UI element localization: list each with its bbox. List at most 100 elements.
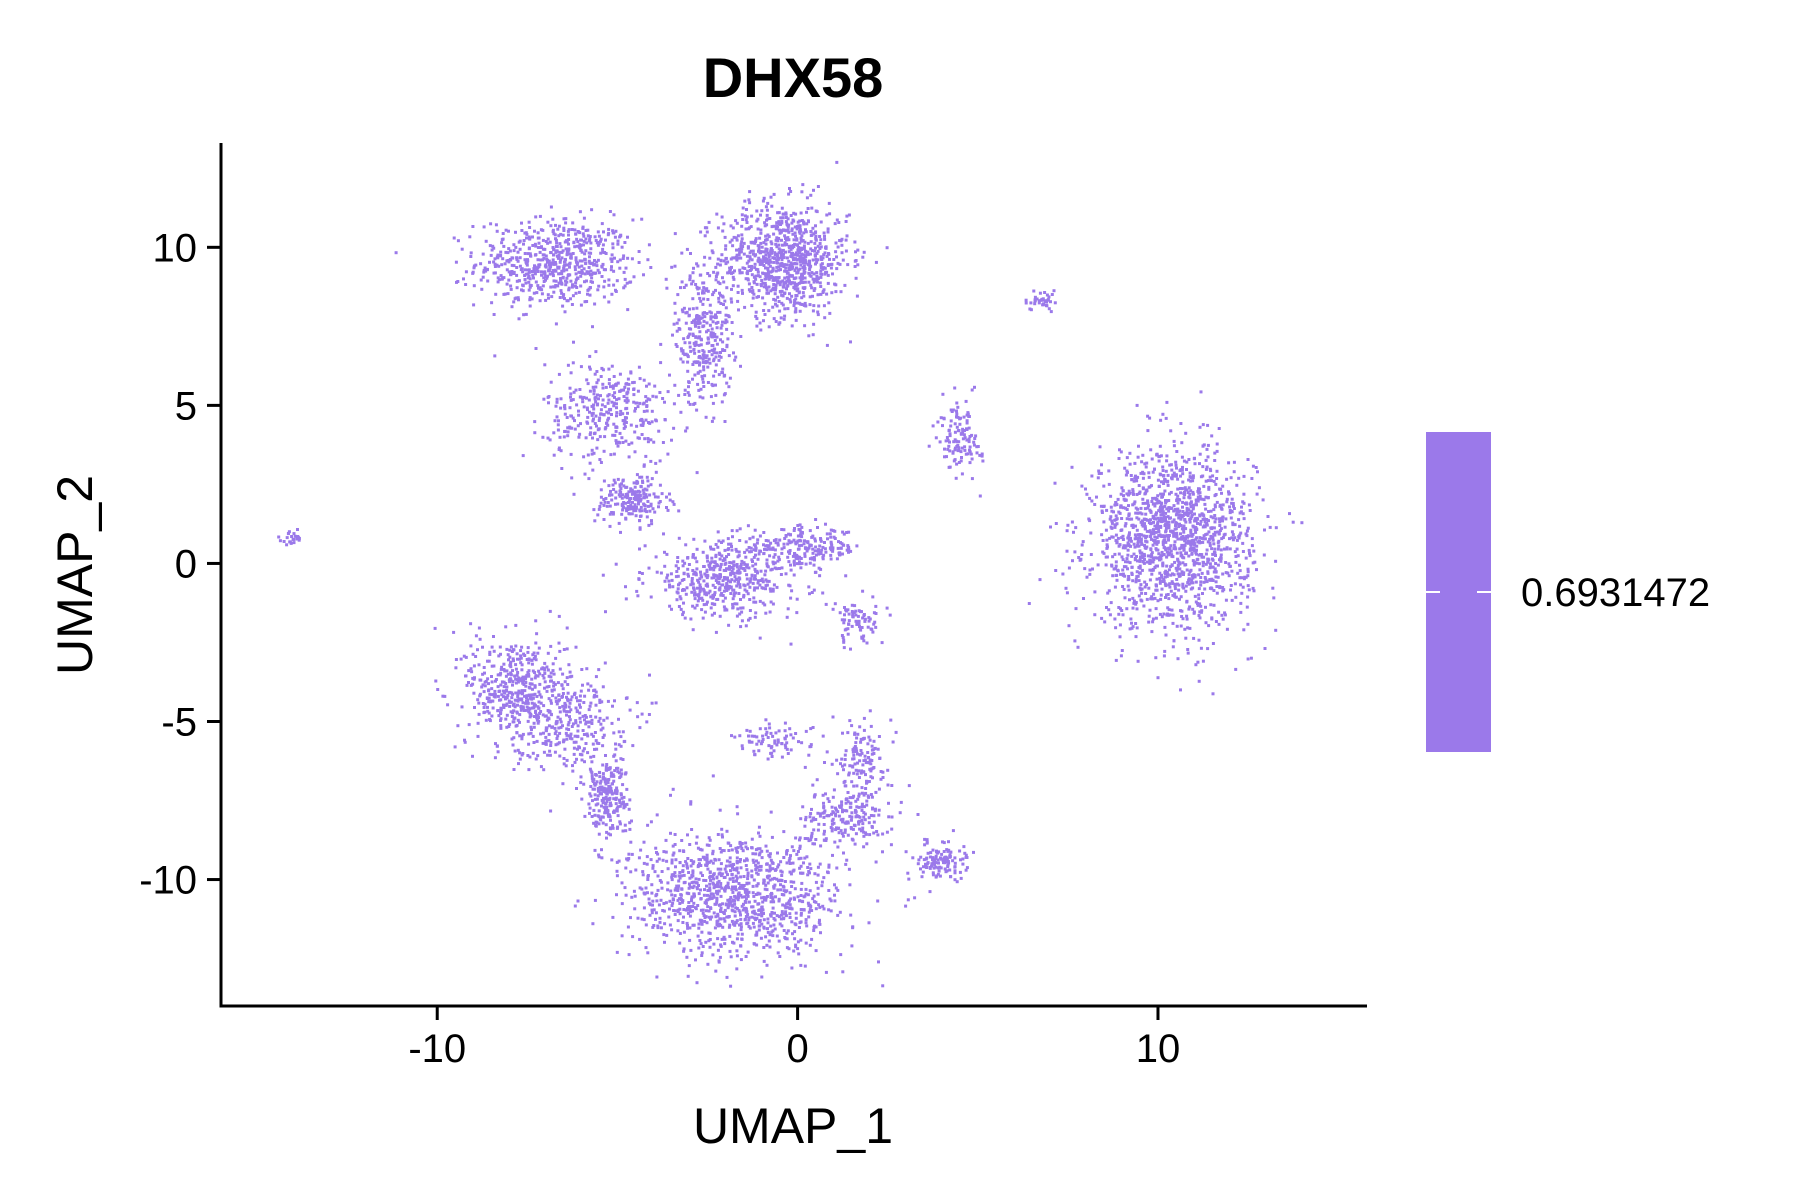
scatter-point	[712, 359, 716, 363]
scatter-point	[697, 325, 701, 329]
scatter-point	[808, 295, 812, 299]
scatter-point	[512, 720, 516, 724]
scatter-point	[691, 555, 695, 559]
scatter-point	[686, 360, 690, 364]
scatter-point	[795, 289, 799, 293]
scatter-point	[559, 232, 563, 236]
scatter-point	[718, 557, 722, 561]
scatter-point	[705, 321, 709, 325]
scatter-point	[754, 562, 758, 566]
scatter-point	[608, 408, 612, 412]
scatter-point	[582, 234, 586, 238]
scatter-point	[700, 374, 704, 378]
scatter-point	[1110, 519, 1114, 523]
scatter-point	[538, 693, 542, 697]
scatter-point	[777, 243, 781, 247]
scatter-point	[1209, 515, 1213, 519]
scatter-point	[673, 383, 677, 387]
scatter-point	[497, 264, 501, 268]
scatter-point	[777, 276, 781, 280]
scatter-point	[481, 672, 485, 676]
scatter-point	[626, 505, 630, 508]
scatter-point	[554, 696, 558, 700]
scatter-point	[1169, 429, 1173, 433]
scatter-point	[517, 689, 521, 693]
scatter-point	[764, 587, 767, 591]
scatter-point	[595, 260, 599, 264]
scatter-point	[615, 398, 619, 402]
scatter-point	[502, 706, 506, 709]
scatter-point	[784, 572, 788, 576]
scatter-point	[601, 243, 605, 247]
scatter-point	[532, 276, 535, 280]
scatter-point	[647, 382, 651, 386]
scatter-point	[658, 391, 662, 394]
scatter-point	[675, 570, 679, 573]
scatter-point	[755, 324, 759, 328]
scatter-point	[691, 604, 695, 608]
scatter-point	[1123, 574, 1127, 578]
scatter-point	[589, 247, 593, 251]
scatter-point	[478, 694, 482, 698]
scatter-point	[682, 337, 686, 341]
scatter-point	[736, 291, 740, 294]
scatter-point	[514, 667, 518, 671]
scatter-point	[800, 234, 804, 238]
scatter-point	[1176, 537, 1180, 541]
scatter-point	[607, 398, 611, 402]
scatter-point	[587, 251, 591, 255]
scatter-point	[1181, 480, 1185, 484]
scatter-point	[514, 245, 518, 249]
scatter-point	[1213, 505, 1217, 509]
scatter-point	[701, 291, 704, 295]
scatter-point	[1160, 575, 1164, 579]
scatter-point	[847, 550, 850, 554]
scatter-point	[1197, 679, 1201, 683]
scatter-point	[624, 421, 628, 424]
scatter-point	[638, 475, 642, 479]
scatter-point	[1232, 504, 1235, 508]
scatter-point	[602, 413, 606, 417]
scatter-point	[1111, 555, 1115, 559]
scatter-point	[684, 543, 688, 547]
scatter-point	[622, 270, 626, 274]
scatter-point	[1165, 564, 1169, 568]
scatter-point	[1126, 548, 1130, 552]
scatter-point	[583, 272, 587, 276]
scatter-point	[1122, 565, 1126, 569]
scatter-point	[690, 282, 694, 286]
scatter-point	[792, 529, 796, 532]
scatter-point	[555, 249, 559, 253]
scatter-point	[1120, 649, 1124, 652]
scatter-point	[807, 585, 811, 589]
scatter-point	[793, 552, 796, 555]
scatter-point	[1130, 524, 1134, 528]
scatter-point	[1208, 537, 1212, 541]
scatter-point	[1241, 585, 1245, 589]
scatter-point	[541, 666, 545, 670]
scatter-point	[595, 264, 599, 268]
scatter-point	[1213, 551, 1217, 555]
scatter-point	[528, 298, 532, 302]
scatter-point	[735, 584, 739, 588]
scatter-point	[1115, 573, 1119, 577]
scatter-point	[1263, 528, 1266, 532]
scatter-point	[1216, 575, 1220, 579]
scatter-point	[1133, 558, 1137, 562]
scatter-point	[805, 222, 809, 226]
scatter-point	[709, 317, 713, 321]
scatter-point	[812, 304, 816, 308]
scatter-point	[603, 405, 607, 409]
scatter-point	[462, 654, 466, 658]
scatter-point	[733, 358, 737, 362]
scatter-point	[599, 488, 603, 492]
scatter-point	[809, 240, 813, 244]
scatter-point	[1220, 537, 1224, 541]
scatter-point	[770, 225, 774, 229]
scatter-point	[524, 681, 528, 684]
scatter-point	[674, 343, 678, 346]
scatter-point	[1228, 547, 1232, 551]
scatter-point	[1082, 597, 1085, 600]
scatter-point	[1230, 569, 1234, 573]
scatter-point	[681, 564, 685, 568]
